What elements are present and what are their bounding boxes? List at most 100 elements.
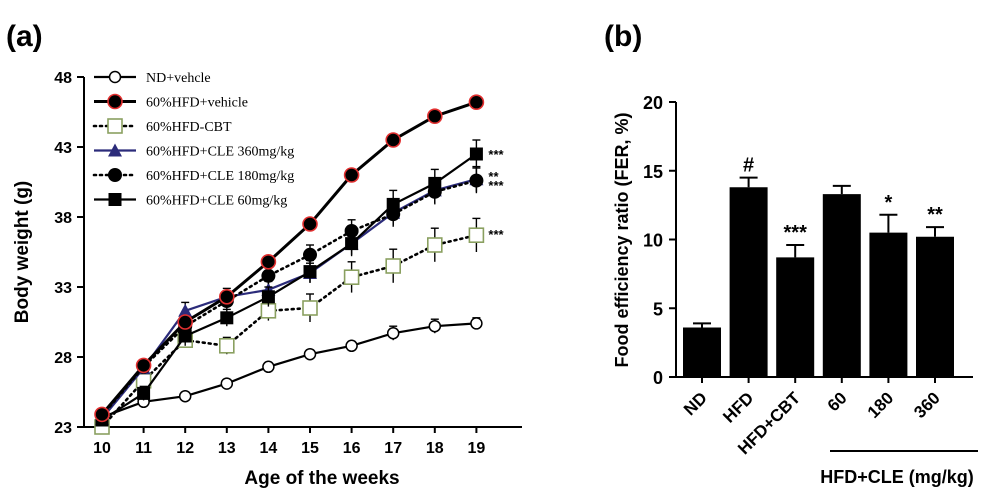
data-point <box>468 94 485 110</box>
series-line <box>100 233 478 429</box>
data-point <box>426 108 443 124</box>
x-tick-label: 19 <box>468 440 486 457</box>
y-tick-label: 23 <box>54 420 72 437</box>
x-tick-label: 360 <box>910 388 943 421</box>
data-point <box>303 247 317 262</box>
panel-a-xlabel: Age of the weeks <box>244 468 399 489</box>
data-point <box>260 253 277 270</box>
series-line <box>101 178 477 420</box>
series-line <box>101 322 477 419</box>
bar <box>776 257 815 377</box>
data-point <box>345 339 358 353</box>
legend-label: 60%HFD-CBT <box>146 120 232 135</box>
data-point <box>385 132 402 148</box>
series-line <box>100 100 477 416</box>
significance-label: * <box>885 192 893 214</box>
bar-group-3 <box>822 184 861 377</box>
x-tick-label: 18 <box>426 440 444 457</box>
data-point <box>220 311 234 325</box>
x-tick-label: HFD <box>719 388 757 426</box>
data-point <box>428 319 442 333</box>
data-point <box>262 360 275 374</box>
bar <box>916 236 954 377</box>
y-tick-label: 20 <box>643 93 663 113</box>
x-tick-label: 12 <box>176 440 194 457</box>
y-tick-label: 5 <box>653 299 663 319</box>
bar-group-0 <box>683 322 721 377</box>
significance-label: *** <box>784 222 808 244</box>
legend-marker <box>108 193 122 206</box>
legend-label: 60%HFD+CLE 360mg/kg <box>146 145 294 160</box>
panel-a-ylabel: Body weight (g) <box>12 181 33 323</box>
data-point <box>137 386 151 400</box>
bar-group-1: # <box>729 155 768 377</box>
x-tick-label: 16 <box>343 440 361 457</box>
bar <box>683 327 721 377</box>
panel-b-group-label: HFD+CLE (mg/kg) <box>820 467 974 487</box>
data-point <box>303 265 317 279</box>
bar-group-4: * <box>869 192 908 377</box>
y-tick-label: 43 <box>54 140 72 157</box>
data-point <box>302 216 318 232</box>
data-point <box>261 290 275 304</box>
x-tick-label: 14 <box>260 440 278 457</box>
x-tick-label: 10 <box>93 440 111 457</box>
y-tick-label: 15 <box>643 162 663 182</box>
significance-label: *** <box>488 147 504 162</box>
bar <box>729 187 768 377</box>
legend-marker <box>108 70 122 84</box>
data-point <box>302 300 318 316</box>
panel-a-label: (a) <box>6 20 43 53</box>
legend-label: 60%HFD+CLE 180mg/kg <box>146 169 294 184</box>
data-point <box>343 167 360 183</box>
data-point <box>345 237 359 251</box>
bar-group-2: *** <box>776 222 815 377</box>
y-tick-label: 10 <box>643 231 663 251</box>
data-point <box>261 268 276 283</box>
data-point <box>303 347 317 361</box>
data-point <box>426 237 443 253</box>
data-point <box>178 329 192 343</box>
y-tick-label: 0 <box>653 368 663 388</box>
panel-b-label: (b) <box>604 20 642 53</box>
x-tick-label: 180 <box>864 388 897 421</box>
data-point <box>178 389 192 403</box>
significance-label: *** <box>488 227 504 242</box>
y-tick-label: 38 <box>54 210 72 227</box>
series-line <box>100 179 478 418</box>
legend-marker <box>108 168 122 182</box>
x-tick-label: ND <box>680 388 711 419</box>
series-2 <box>94 217 485 435</box>
legend-label: 60%HFD+vehicle <box>146 96 248 111</box>
data-point <box>386 326 400 340</box>
data-point <box>177 314 193 330</box>
panel-a-axes <box>83 77 522 428</box>
y-tick-label: 28 <box>54 350 72 367</box>
series-line <box>101 153 478 421</box>
x-tick-label: 11 <box>135 440 152 457</box>
data-point <box>469 173 484 188</box>
data-point <box>343 269 360 286</box>
bar <box>869 232 908 377</box>
x-tick-label: 17 <box>384 440 402 457</box>
bar <box>822 194 861 377</box>
legend-marker <box>107 93 123 110</box>
significance-label: *** <box>488 178 504 193</box>
series-1 <box>94 94 485 423</box>
x-tick-label: 60 <box>824 388 851 415</box>
data-point <box>385 258 402 274</box>
y-tick-label: 48 <box>54 70 72 87</box>
legend-marker <box>108 143 122 157</box>
x-tick-label: 15 <box>301 440 319 457</box>
data-point <box>178 303 193 317</box>
data-point <box>468 227 485 243</box>
legend-marker <box>107 118 123 134</box>
data-point <box>220 377 234 390</box>
data-point <box>219 337 235 354</box>
legend-label: ND+vehcle <box>146 71 211 86</box>
data-point <box>470 317 483 330</box>
bar-group-5: ** <box>916 204 954 377</box>
legend-label: 60%HFD+CLE 60mg/kg <box>146 194 287 209</box>
significance-label: ** <box>488 169 499 184</box>
